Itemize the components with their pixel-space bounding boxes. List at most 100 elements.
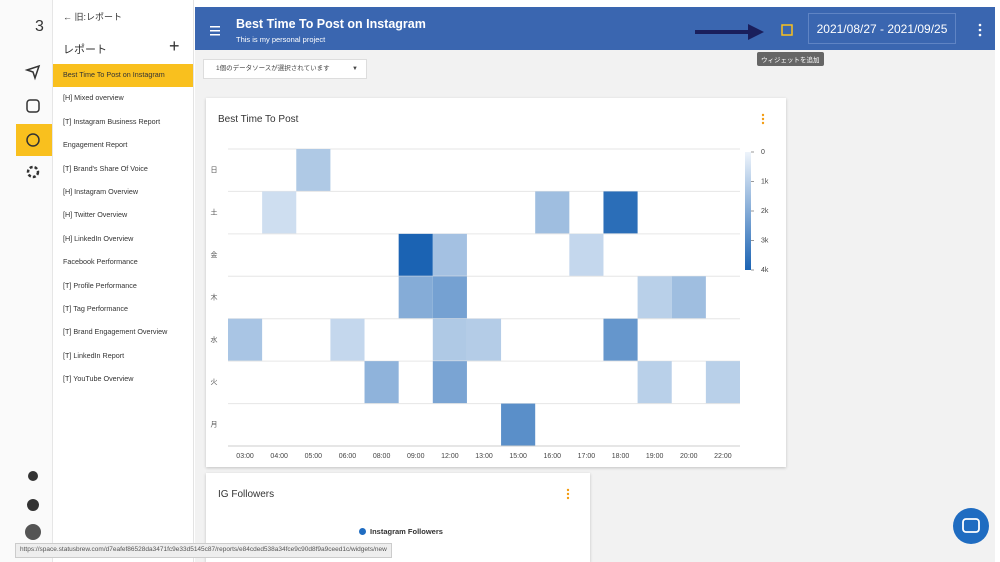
- avatar[interactable]: [25, 524, 41, 540]
- chat-button[interactable]: [953, 508, 989, 544]
- date-range[interactable]: 2021/08/27 - 2021/09/25: [808, 13, 956, 44]
- report-item[interactable]: [T] LinkedIn Report: [63, 350, 125, 360]
- color-scale: [745, 152, 751, 270]
- widget-title: IG Followers: [218, 489, 275, 500]
- column-label: 08:00: [373, 453, 391, 460]
- column-label: 17:00: [578, 453, 596, 460]
- publish-icon[interactable]: [24, 64, 41, 81]
- add-button[interactable]: +: [169, 36, 180, 56]
- widget-menu[interactable]: [761, 113, 765, 117]
- report-item[interactable]: [H] Twitter Overview: [63, 210, 128, 220]
- column-label: 03:00: [236, 453, 254, 460]
- row-label: 土: [211, 207, 218, 216]
- kebab-dot: [978, 28, 982, 32]
- heat-cell: [432, 318, 467, 362]
- heat-cell: [432, 276, 467, 319]
- report-item[interactable]: Best Time To Post on Instagram: [53, 64, 193, 88]
- column-label: 05:00: [305, 453, 323, 460]
- help-icon[interactable]: [27, 499, 39, 511]
- settings-icon[interactable]: [26, 165, 40, 179]
- heat-cell: [705, 361, 740, 404]
- column-label: 06:00: [339, 453, 357, 460]
- column-label: 13:00: [475, 453, 493, 460]
- theme-icon[interactable]: [28, 471, 38, 481]
- heat-cell: [603, 318, 638, 362]
- dropdown-caret: ▼: [352, 66, 358, 72]
- heat-cell: [501, 403, 536, 446]
- report-item[interactable]: [T] Tag Performance: [63, 303, 128, 313]
- inbox-icon[interactable]: [26, 99, 40, 113]
- heat-cell: [671, 276, 706, 319]
- active-rail-item[interactable]: [16, 124, 52, 156]
- heat-cell: [262, 191, 297, 234]
- report-item[interactable]: [T] Brand Engagement Overview: [63, 327, 168, 337]
- column-label: 18:00: [612, 453, 630, 460]
- heat-cell: [535, 191, 570, 234]
- heat-cell: [637, 276, 672, 319]
- column-label: 22:00: [714, 453, 732, 460]
- report-item[interactable]: [H] Instagram Overview: [63, 186, 139, 196]
- chat-icon: [962, 518, 980, 533]
- icon-rail: [0, 0, 53, 562]
- kebab-menu[interactable]: [978, 23, 982, 27]
- widget-menu-dot: [566, 492, 570, 496]
- color-tick-label: 4k: [761, 267, 769, 274]
- menu-icon-bar: [210, 30, 220, 32]
- row-label: 月: [211, 421, 218, 429]
- heat-cell: [637, 361, 672, 404]
- column-label: 15:00: [509, 453, 527, 460]
- report-item[interactable]: [H] Mixed overview: [63, 93, 124, 103]
- widget-menu-dot: [566, 496, 570, 500]
- report-item[interactable]: [T] Profile Performance: [63, 280, 137, 290]
- kebab-dot: [978, 33, 982, 37]
- report-item[interactable]: Facebook Performance: [63, 257, 138, 267]
- report-item[interactable]: Engagement Report: [63, 140, 128, 150]
- logo: 3: [35, 18, 44, 35]
- heat-cell: [569, 233, 604, 277]
- report-subtitle: This is my personal project: [236, 35, 326, 44]
- heat-cell: [398, 276, 433, 319]
- column-label: 20:00: [680, 453, 698, 460]
- dropdown-text[interactable]: 1個のデータソースが選択されています: [216, 65, 330, 72]
- header: Best Time To Post on Instagram This is m…: [195, 7, 995, 50]
- report-list: Best Time To Post on Instagram [H] Mixed …: [53, 64, 193, 391]
- menu-icon-bar: [210, 34, 220, 36]
- tooltip: ウィジェットを追加: [757, 52, 824, 66]
- report-item[interactable]: [H] LinkedIn Overview: [63, 233, 134, 243]
- back-link[interactable]: ← 旧:レポート: [63, 12, 123, 22]
- row-label: 日: [211, 166, 218, 174]
- color-tick-label: 1k: [761, 178, 769, 185]
- reports-icon[interactable]: [26, 133, 40, 147]
- widget-menu-dot: [761, 117, 765, 121]
- row-label: 金: [211, 250, 218, 259]
- menu-icon[interactable]: [210, 26, 220, 28]
- heat-cell: [466, 318, 502, 362]
- heat-cell: [398, 233, 433, 277]
- sidebar-heading: レポート: [63, 44, 107, 56]
- heat-cell: [364, 361, 399, 404]
- back-text[interactable]: 旧:レポート: [74, 12, 123, 22]
- report-title: Best Time To Post on Instagram: [236, 17, 426, 31]
- row-label: 火: [211, 378, 218, 386]
- widget-menu-dot: [761, 121, 765, 125]
- add-widget-icon[interactable]: [781, 24, 793, 36]
- sidebar: ← 旧:レポート レポート + Best Time To Post on Ins…: [53, 0, 194, 562]
- widget-menu[interactable]: [566, 488, 570, 492]
- report-item[interactable]: [T] Brand's Share Of Voice: [63, 163, 148, 173]
- data-source-dropdown[interactable]: 1個のデータソースが選択されています ▼: [203, 59, 367, 79]
- report-item[interactable]: [T] Instagram Business Report: [63, 116, 161, 126]
- arrow-head: [748, 24, 764, 40]
- legend-entry: Instagram Followers: [359, 527, 443, 536]
- column-label: 19:00: [646, 453, 664, 460]
- widget-title: Best Time To Post: [218, 114, 299, 125]
- color-tick-label: 3k: [761, 237, 769, 244]
- column-label: 04:00: [270, 453, 288, 460]
- column-label: 12:00: [441, 453, 459, 460]
- color-tick-label: 0: [761, 149, 765, 156]
- heat-cell: [296, 149, 331, 192]
- heat-cell: [330, 318, 365, 362]
- row-label: 水: [211, 335, 218, 344]
- report-item[interactable]: [T] YouTube Overview: [63, 374, 134, 384]
